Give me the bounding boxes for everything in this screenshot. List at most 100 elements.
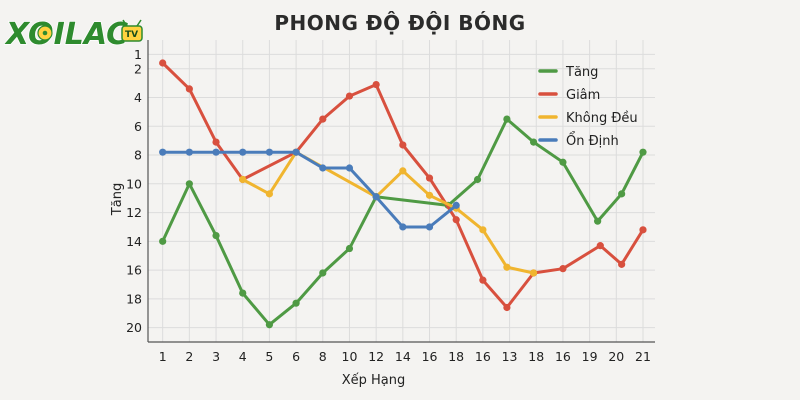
x-tick-label: 4: [239, 349, 247, 364]
data-point: [399, 223, 407, 231]
data-point: [399, 167, 407, 175]
y-tick-label: 16: [126, 263, 142, 278]
data-point: [159, 148, 167, 156]
data-point: [372, 80, 380, 89]
data-point: [265, 321, 274, 329]
x-tick-label: 16: [422, 349, 438, 364]
data-point: [239, 289, 247, 297]
data-point: [479, 226, 487, 234]
x-tick-label: 10: [342, 349, 358, 364]
y-tick-label: 2: [134, 61, 142, 76]
x-tick-label: 6: [292, 349, 300, 364]
data-point: [559, 158, 567, 166]
y-axis-label: Tăng: [110, 183, 125, 216]
x-tick-label: 13: [502, 349, 518, 364]
data-point: [479, 276, 487, 284]
data-point: [212, 148, 220, 156]
data-point: [185, 85, 193, 93]
data-point: [425, 223, 434, 231]
series-line: [161, 150, 458, 229]
data-point: [503, 263, 511, 271]
data-point: [639, 226, 647, 234]
legend-label: Ổn Định: [566, 132, 619, 149]
x-tick-label: 20: [608, 349, 624, 364]
data-point: [185, 148, 193, 156]
data-point: [265, 148, 274, 156]
data-point: [345, 92, 354, 100]
x-tick-label: 1: [159, 349, 167, 364]
x-tick-label: 18: [448, 349, 464, 364]
data-point: [425, 174, 434, 182]
data-point: [292, 299, 300, 307]
data-point: [185, 180, 193, 188]
y-tick-label: 8: [134, 148, 142, 163]
x-tick-label: 21: [635, 349, 651, 364]
data-point: [159, 59, 167, 67]
data-point: [529, 269, 538, 277]
data-point: [239, 148, 247, 156]
y-tick-label: 12: [126, 205, 142, 220]
data-point: [559, 265, 567, 273]
x-tick-label: 16: [475, 349, 491, 364]
y-tick-label: 4: [134, 90, 142, 105]
x-axis-label: Xếp Hạng: [342, 373, 406, 388]
data-point: [425, 191, 434, 199]
data-point: [399, 141, 407, 149]
y-tick-label: 1: [134, 47, 142, 62]
legend-label: Tăng: [565, 65, 598, 80]
tv-icon: TV: [121, 19, 143, 42]
ball-icon: [37, 25, 53, 41]
data-point: [265, 190, 274, 198]
data-point: [212, 231, 220, 240]
x-tick-label: 3: [212, 349, 220, 364]
data-point: [473, 175, 482, 184]
data-point: [452, 201, 460, 209]
data-point: [639, 148, 647, 156]
chart-title: PHONG ĐỘ ĐỘI BÓNG: [274, 11, 526, 35]
logo-badge: TV: [125, 30, 138, 40]
data-point: [618, 260, 626, 268]
data-point: [319, 269, 327, 277]
x-tick-label: 16: [555, 349, 571, 364]
y-tick-label: 20: [126, 320, 142, 335]
chart-legend: Tăng Giâm Không Đều Ổn Định: [538, 65, 638, 149]
x-tick-label: 8: [319, 349, 327, 364]
y-tick-label: 10: [126, 176, 142, 191]
x-tick-label: 19: [582, 349, 598, 364]
data-point: [319, 115, 327, 123]
y-tick-label: 18: [126, 291, 142, 306]
data-point: [529, 138, 538, 146]
brand-logo: XOILAC TV: [3, 8, 144, 54]
x-tick-label: 18: [528, 349, 544, 364]
series-line: [161, 61, 645, 309]
chart-series: [159, 59, 647, 329]
y-tick-label: 6: [134, 119, 142, 134]
y-tick-label: 14: [126, 234, 142, 249]
data-point: [292, 148, 300, 156]
data-point: [159, 237, 167, 245]
data-point: [345, 164, 354, 172]
logo-wordmark: XOILAC: [4, 17, 128, 52]
legend-label: Không Đều: [566, 111, 638, 126]
data-point: [212, 138, 220, 146]
data-point: [239, 175, 247, 184]
data-point: [503, 115, 511, 123]
x-tick-label: 5: [265, 349, 273, 364]
chart-grid: [148, 40, 655, 342]
x-tick-label: 12: [368, 349, 384, 364]
data-point: [452, 216, 460, 224]
data-point: [618, 190, 626, 198]
data-point: [596, 242, 604, 250]
data-point: [503, 303, 511, 312]
data-point: [372, 193, 380, 201]
legend-label: Giâm: [566, 88, 600, 103]
data-point: [319, 164, 327, 172]
data-point: [345, 244, 354, 253]
series-line: [241, 150, 536, 275]
data-point: [594, 217, 602, 225]
x-tick-label: 14: [395, 349, 411, 364]
chart-axes: [147, 40, 655, 343]
series-3: [159, 148, 460, 231]
